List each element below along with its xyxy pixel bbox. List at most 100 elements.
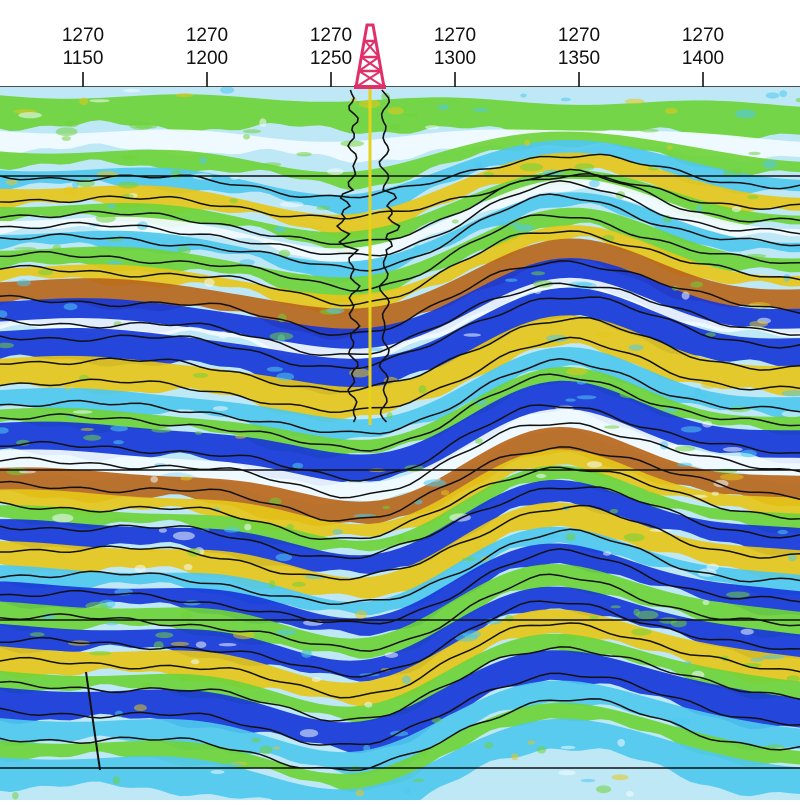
- trace-label-1150: 1270 1150: [61, 25, 105, 69]
- horizon-23: [0, 600, 800, 678]
- noise-152: [413, 244, 422, 253]
- noise-210: [617, 738, 625, 747]
- noise-277: [259, 118, 267, 127]
- noise-141: [734, 109, 756, 119]
- noise-179: [64, 384, 71, 391]
- noise-29: [505, 278, 518, 282]
- noise-41: [405, 112, 419, 118]
- noise-184: [762, 160, 778, 169]
- horizon-18: [0, 486, 800, 560]
- noise-212: [633, 608, 640, 616]
- noise-257: [740, 449, 757, 458]
- noise-310: [596, 785, 612, 794]
- noise-298: [665, 107, 678, 114]
- noise-261: [355, 789, 365, 797]
- horizon-25: [0, 646, 800, 722]
- noise-251: [527, 339, 544, 346]
- noise-71: [560, 97, 571, 102]
- noise-275: [273, 746, 281, 750]
- noise-95: [387, 107, 404, 115]
- header-background: [0, 0, 800, 87]
- noise-99: [134, 564, 146, 573]
- noise-34: [701, 381, 717, 389]
- noise-208: [624, 98, 645, 105]
- noise-67: [696, 204, 703, 213]
- noise-291: [745, 253, 767, 258]
- trace-label-1350: 1270 1350: [557, 25, 601, 69]
- noise-313: [786, 675, 800, 682]
- horizon-13: [0, 373, 800, 452]
- noise-130: [631, 628, 652, 636]
- noise-7: [180, 476, 193, 481]
- noise-35: [719, 473, 744, 481]
- horizon-9: [0, 296, 800, 370]
- noise-263: [150, 476, 158, 483]
- noise-204: [95, 214, 116, 223]
- horizon-20: [0, 528, 800, 605]
- noise-267: [639, 128, 659, 133]
- band-19: [0, 426, 800, 527]
- noise-96: [748, 302, 771, 309]
- noise-56: [441, 490, 450, 496]
- noise-121: [117, 181, 139, 189]
- band-13: [0, 287, 800, 395]
- horizon-2: [0, 168, 800, 245]
- band-32: [0, 702, 800, 793]
- horizon-21: [0, 548, 800, 625]
- drilling-rig-icon: [354, 23, 386, 89]
- well-log: [335, 87, 401, 425]
- noise-19: [781, 410, 800, 418]
- noise-285: [134, 704, 147, 712]
- band-5: [0, 170, 800, 253]
- noise-297: [382, 505, 391, 510]
- noise-295: [151, 427, 172, 433]
- noise-216: [146, 548, 157, 553]
- trace-label-1250: 1270 1250: [309, 25, 353, 69]
- noise-150: [723, 169, 742, 177]
- noise-16: [437, 104, 450, 110]
- band-24: [0, 526, 800, 616]
- noise-65: [386, 412, 393, 419]
- noise-111: [396, 535, 406, 544]
- noise-1: [394, 142, 416, 150]
- noise-314: [666, 145, 673, 151]
- noise-243: [243, 134, 250, 140]
- horizon-8: [0, 282, 800, 357]
- noise-27: [80, 427, 94, 431]
- noise-60: [705, 332, 716, 337]
- band-7: [0, 192, 800, 284]
- noise-162: [105, 622, 118, 626]
- noise-126: [276, 372, 295, 381]
- noise-205: [0, 427, 9, 434]
- noise-246: [83, 434, 102, 441]
- noise-290: [580, 778, 596, 783]
- horizon-19: [0, 504, 800, 581]
- noise-293: [531, 271, 546, 276]
- noise-170: [522, 234, 546, 241]
- noise-177: [589, 615, 600, 620]
- noise-78: [364, 701, 373, 708]
- noise-273: [213, 406, 228, 411]
- noise-124: [230, 175, 239, 180]
- band-29: [0, 633, 800, 723]
- band-33: [0, 718, 800, 800]
- noise-195: [412, 778, 425, 783]
- noise-197: [677, 462, 693, 467]
- noise-222: [18, 112, 42, 119]
- noise-25: [278, 249, 291, 258]
- noise-268: [484, 742, 494, 749]
- noise-101: [0, 310, 8, 319]
- noise-188: [574, 163, 595, 171]
- noise-89: [777, 529, 788, 535]
- noise-254: [369, 347, 384, 352]
- noise-32: [418, 385, 427, 394]
- noise-22: [179, 678, 189, 682]
- noise-11: [65, 120, 79, 128]
- noise-153: [274, 226, 287, 233]
- noise-63: [239, 259, 255, 266]
- noise-128: [327, 168, 344, 176]
- noise-38: [702, 599, 710, 606]
- band-14: [0, 315, 800, 423]
- noise-238: [291, 581, 306, 587]
- noise-235: [235, 435, 247, 439]
